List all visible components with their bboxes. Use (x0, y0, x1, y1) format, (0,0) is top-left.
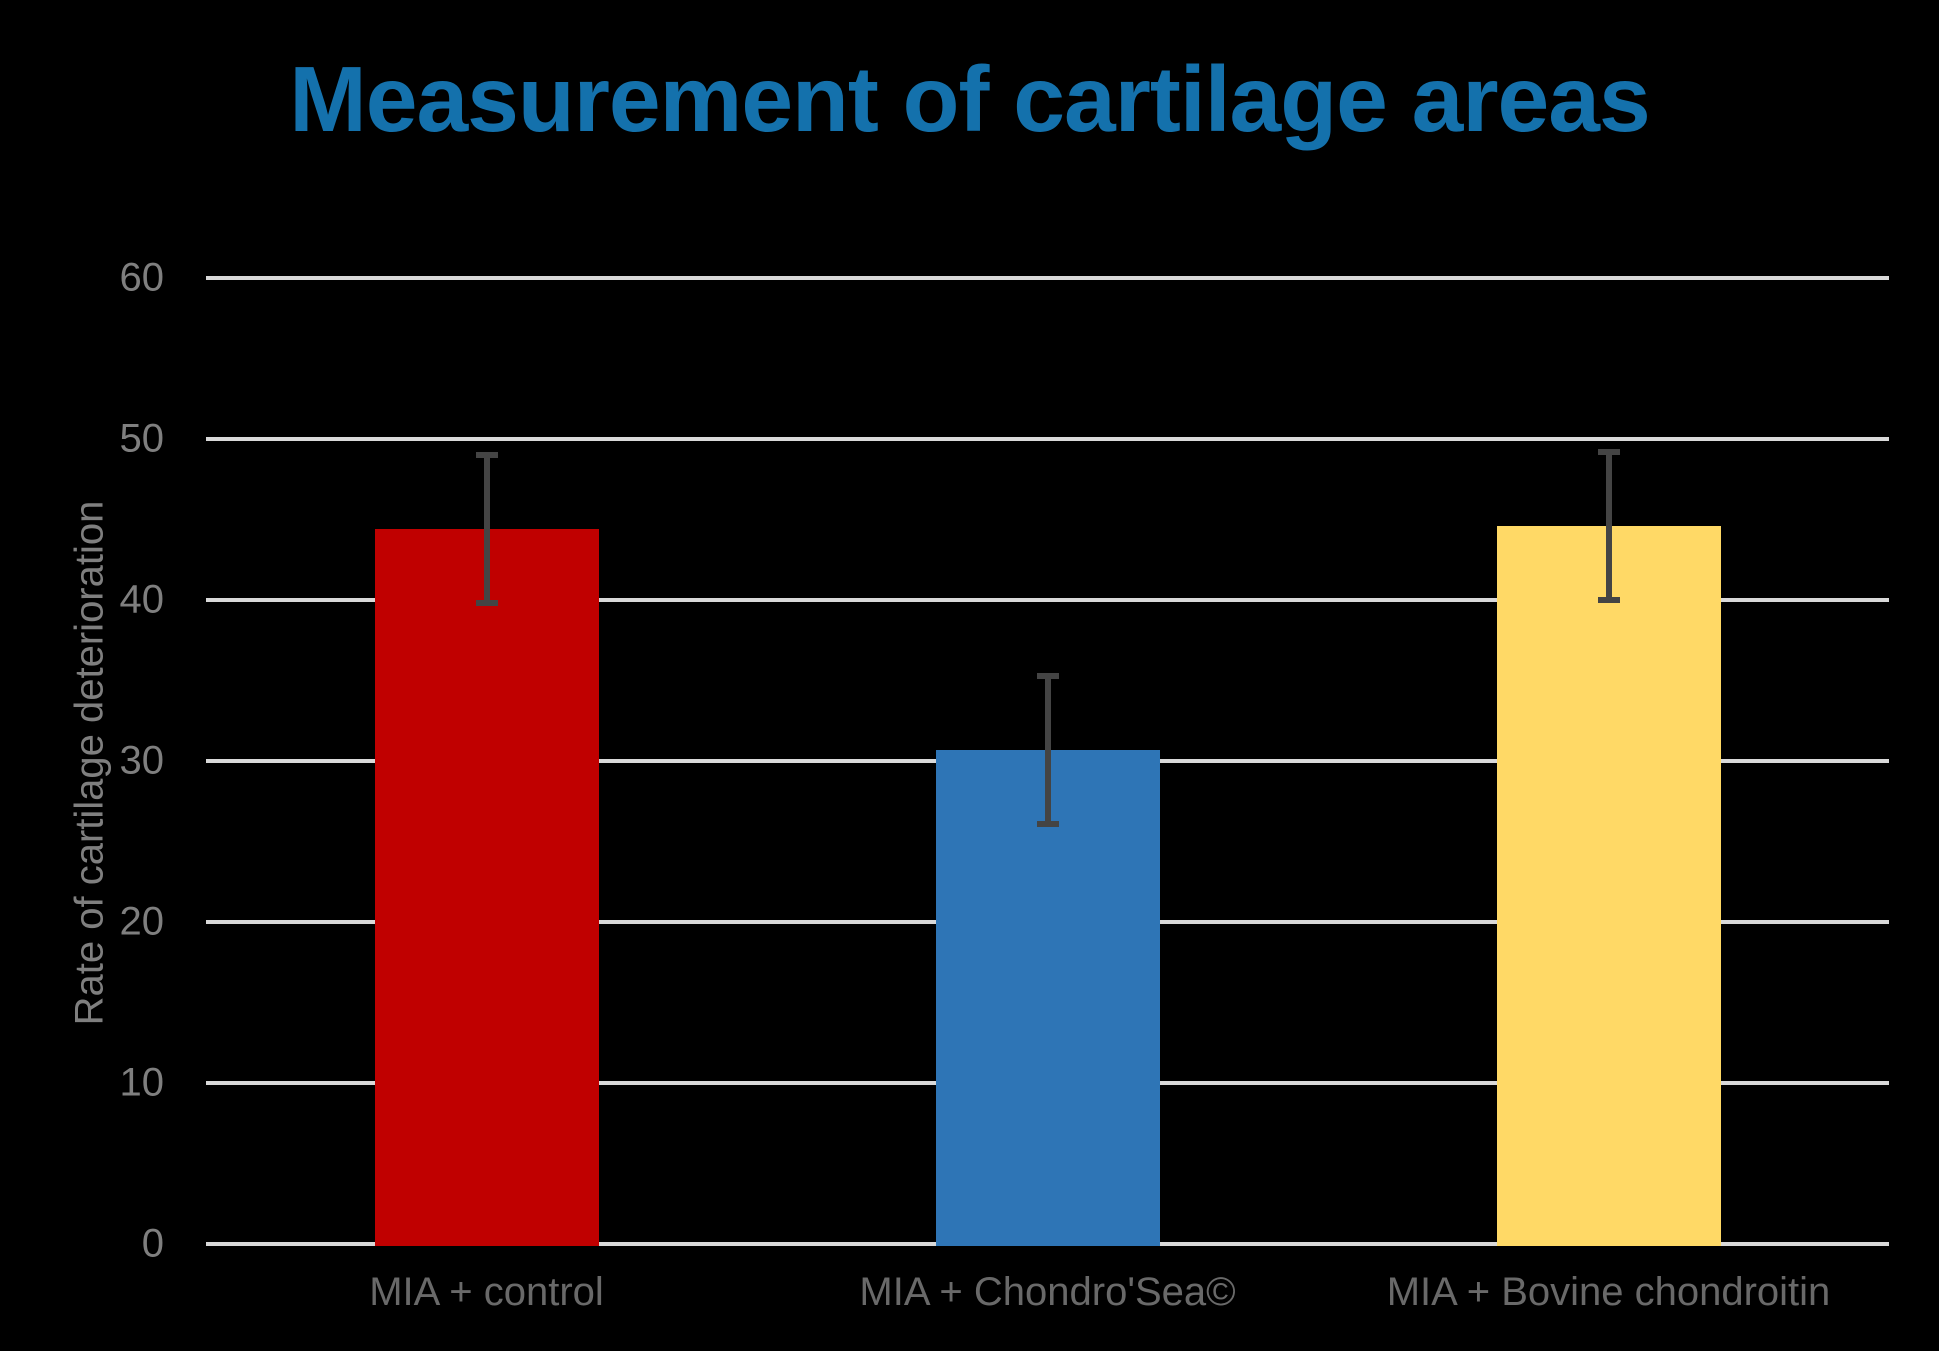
y-tick-label-10: 10 (119, 1060, 165, 1105)
error-bar-line-mia-chondro-sea (1044, 675, 1051, 824)
y-tick-label-60: 60 (119, 255, 165, 300)
gridline-40 (206, 598, 1889, 602)
bar-mia-chondro-sea (935, 749, 1160, 1246)
error-bar-top-cap-mia-bovine-chondroitin (1597, 448, 1620, 455)
error-bar-top-cap-mia-chondro-sea (1036, 672, 1059, 679)
bar-mia-bovine-chondroitin (1496, 525, 1721, 1246)
error-bar-line-mia-bovine-chondroitin (1605, 451, 1612, 600)
x-tick-label-mia-bovine-chondroitin: MIA + Bovine chondroitin (1386, 1270, 1831, 1314)
bar-mia-control (374, 529, 599, 1246)
plot-area: 0 10 20 30 40 50 60 MIA + control MIA + Chondro… (120, 256, 1889, 1314)
error-bar-top-cap-mia-control (475, 452, 498, 459)
chart-title: Measurement of cartilage areas (289, 47, 1650, 151)
gridline-50 (206, 437, 1889, 441)
error-bar-line-mia-control (483, 455, 490, 604)
y-tick-label-30: 30 (119, 738, 165, 783)
y-axis-title: Rate of cartilage deterioration (67, 500, 112, 1026)
y-tick-label-20: 20 (119, 899, 165, 944)
x-tick-label-mia-chondro-sea: MIA + Chondro'Sea© (859, 1270, 1236, 1314)
error-bar-bottom-cap-mia-chondro-sea (1036, 820, 1059, 827)
error-bar-bottom-cap-mia-bovine-chondroitin (1597, 597, 1620, 603)
y-tick-label-40: 40 (119, 577, 165, 622)
y-tick-label-0: 0 (141, 1221, 164, 1266)
x-tick-label-mia-control: MIA + control (369, 1270, 604, 1314)
y-tick-label-50: 50 (119, 416, 165, 461)
gridline-60 (206, 276, 1889, 280)
error-bar-bottom-cap-mia-control (475, 600, 498, 607)
